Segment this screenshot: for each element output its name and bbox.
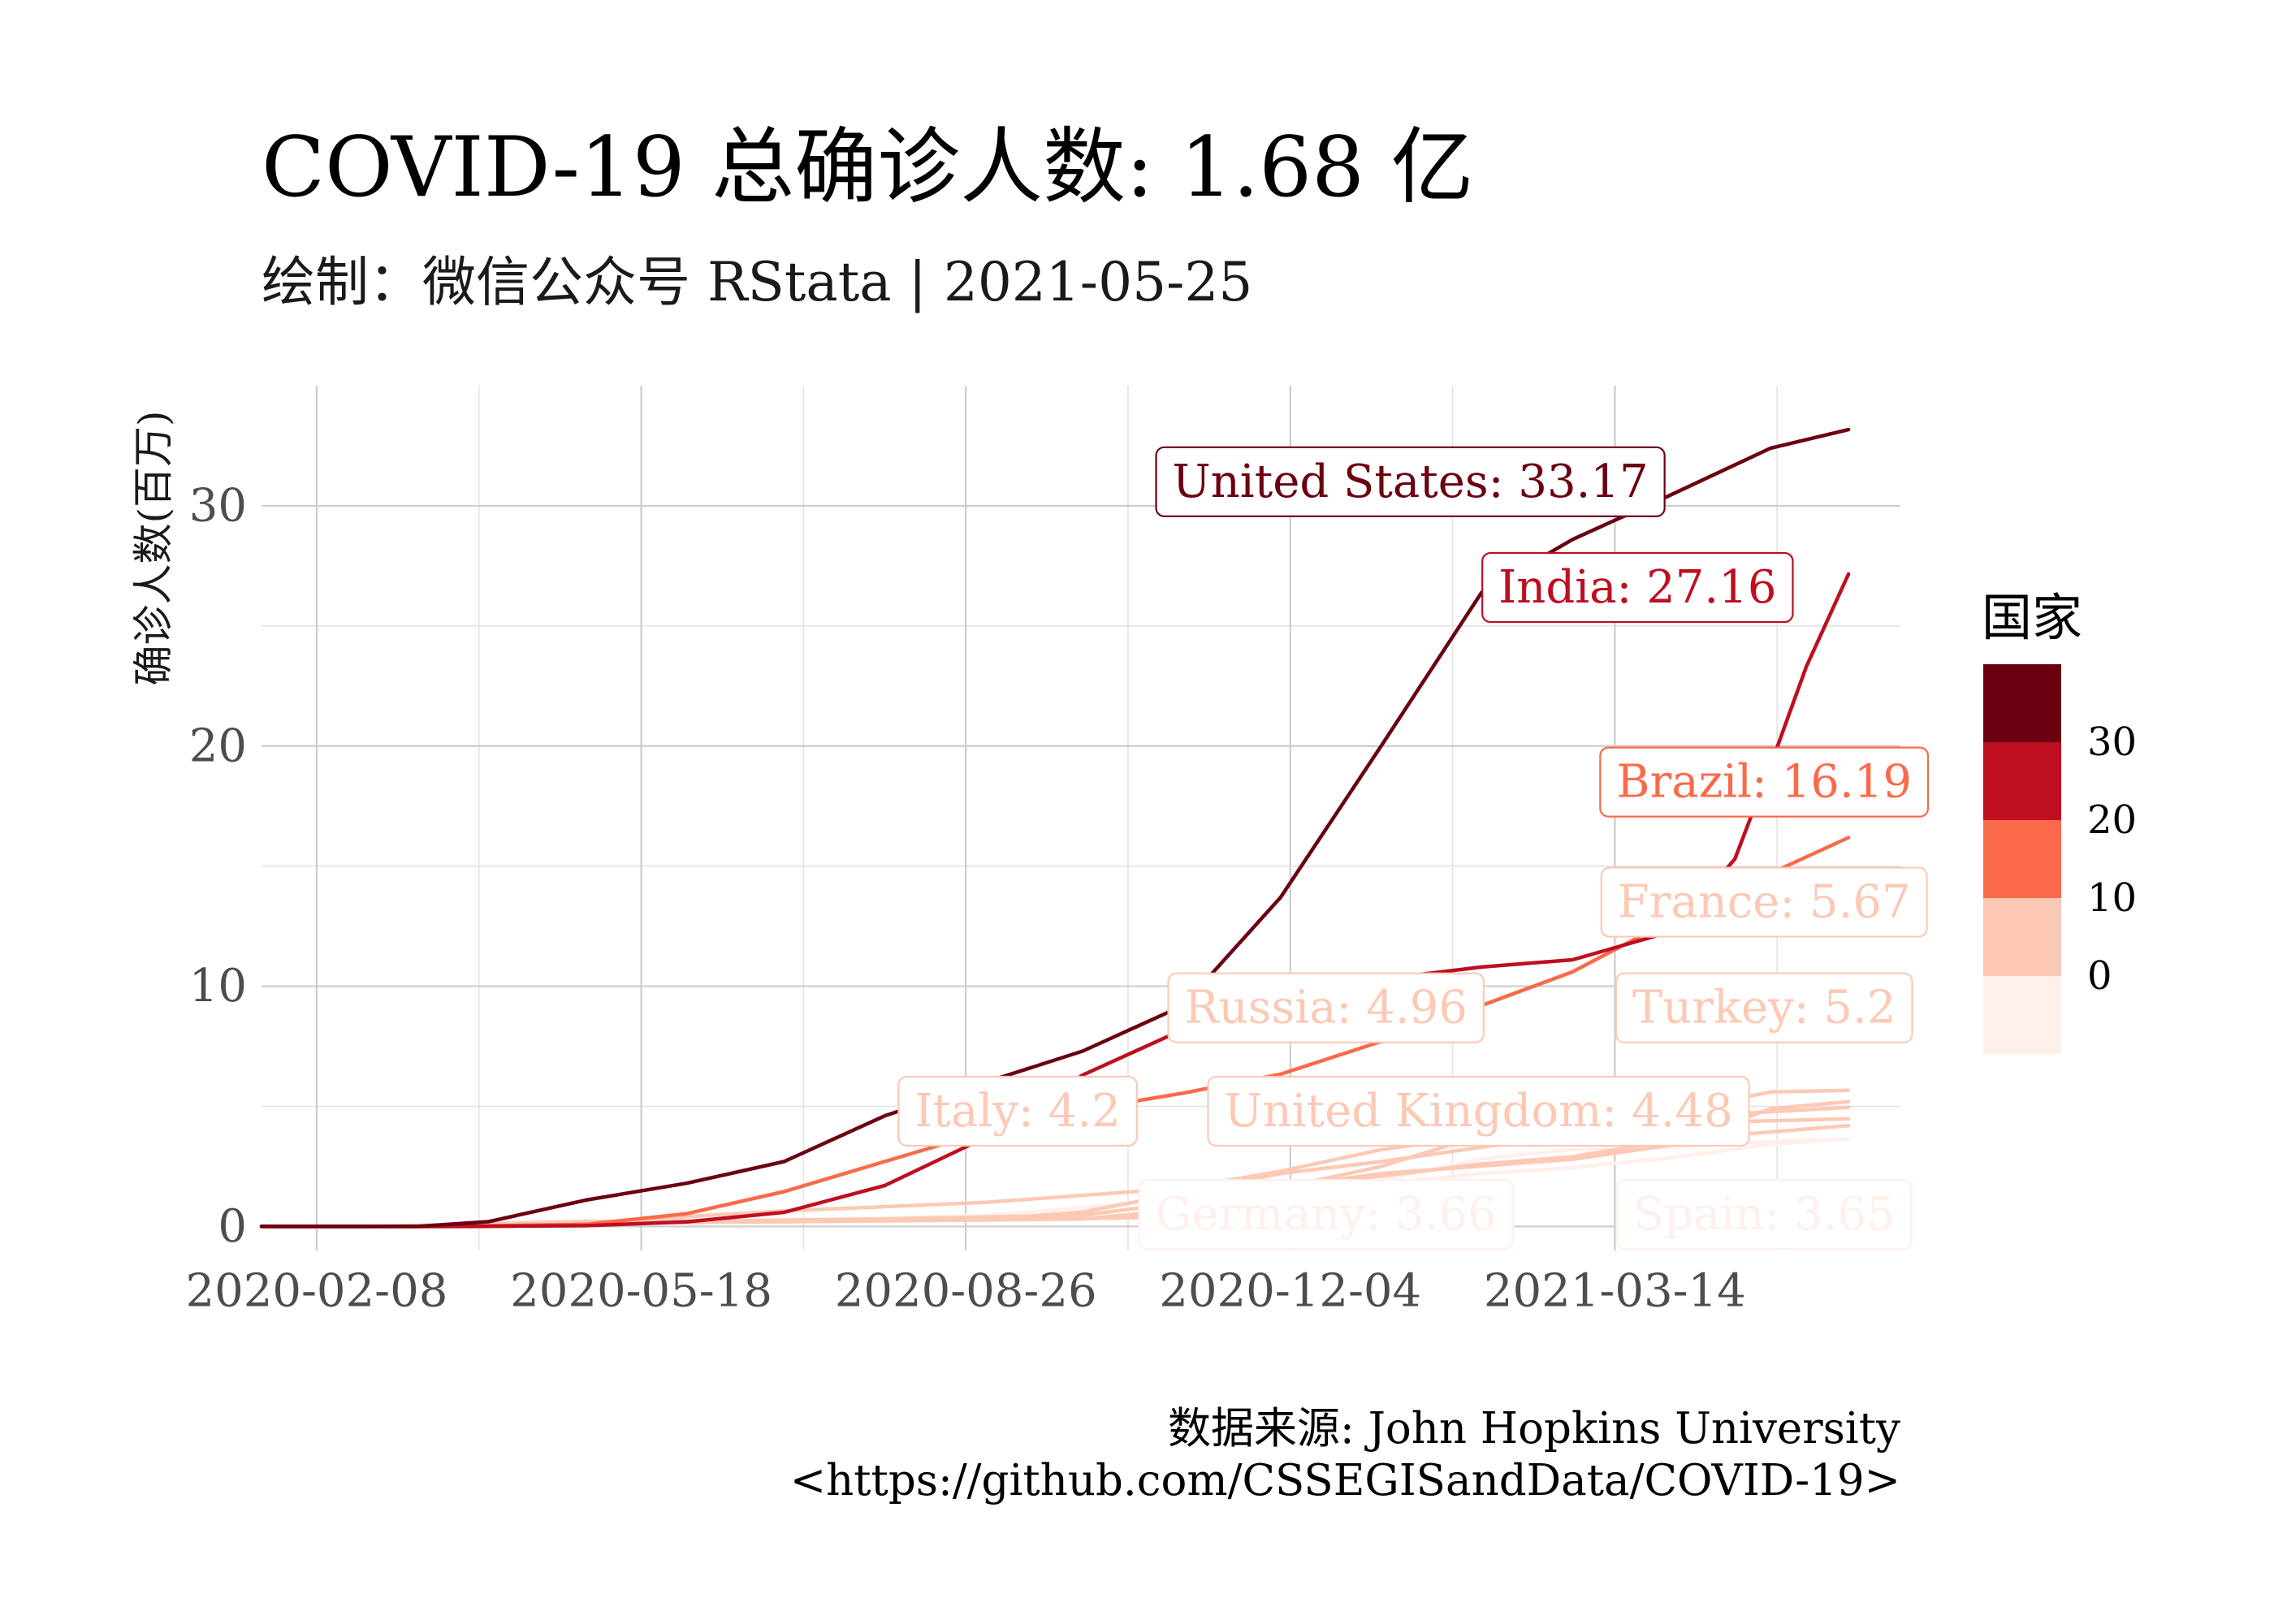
series-label-box-turkey [1615,972,1913,1043]
series-label-turkey: Turkey: 5.2 [1632,982,1896,1034]
caption-url: <https://github.com/CSSEGISandData/COVID… [789,1455,1900,1505]
legend-bin-30 [1983,664,2061,742]
series-label-box-spain [1615,1179,1913,1250]
series-line-united-states [259,427,1851,1229]
series-label-russia: Russia: 4.96 [1185,982,1468,1034]
x-tick-label: 2021-03-14 [1484,1265,1746,1318]
y-tick-label: 20 [189,719,247,772]
legend-label-20: 20 [2087,797,2138,843]
series-label-box-france [1600,866,1928,938]
legend-title: 国家 [1982,588,2083,647]
series-label-germany: Germany: 3.66 [1156,1188,1497,1241]
legend-bin-20 [1983,742,2061,820]
legend: 国家 30 20 10 0 [1982,577,2160,1064]
legend-bin-below-0 [1983,976,2061,1054]
series-label-box-italy [897,1075,1138,1147]
legend-label-10: 10 [2087,875,2138,921]
legend-label-30: 30 [2087,719,2138,765]
series-label-spain: Spain: 3.65 [1633,1188,1896,1241]
series-label-united-states: United States: 33.17 [1173,456,1649,508]
series-label-india: India: 27.16 [1498,561,1776,614]
legend-colorbar [1983,664,2061,1054]
x-tick-label: 2020-12-04 [1159,1265,1421,1318]
y-tick-label: 0 [218,1200,247,1253]
x-tick-label: 2020-08-26 [835,1265,1097,1318]
chart-subtitle: 绘制：微信公众号 RStata | 2021-05-25 [262,251,1253,313]
caption-source: 数据来源: John Hopkins University [1167,1404,1900,1453]
series-label-box-united-kingdom [1207,1075,1750,1147]
y-tick-label: 30 [189,479,247,532]
series-label-box-germany [1138,1179,1514,1250]
legend-bin-10 [1983,820,2061,898]
x-tick-label: 2020-02-08 [185,1265,447,1318]
legend-label-0: 0 [2087,953,2112,999]
series-label-italy: Italy: 4.2 [914,1085,1120,1138]
series-label-box-brazil [1599,746,1930,818]
x-tick-label: 2020-05-18 [510,1265,772,1318]
series-label-united-kingdom: United Kingdom: 4.48 [1224,1085,1732,1138]
series-label-brazil: Brazil: 16.19 [1616,756,1912,809]
y-tick-label: 10 [189,960,247,1013]
legend-bin-0 [1983,898,2061,976]
series-label-box-india [1481,551,1794,624]
chart-title: COVID-19 总确诊人数: 1.68 亿 [262,119,1474,216]
series-label-box-united-states [1155,446,1666,517]
series-label-france: France: 5.67 [1618,876,1911,929]
caption: 数据来源: John Hopkins University <https://g… [790,1403,1900,1506]
series-label-box-russia [1167,972,1485,1043]
